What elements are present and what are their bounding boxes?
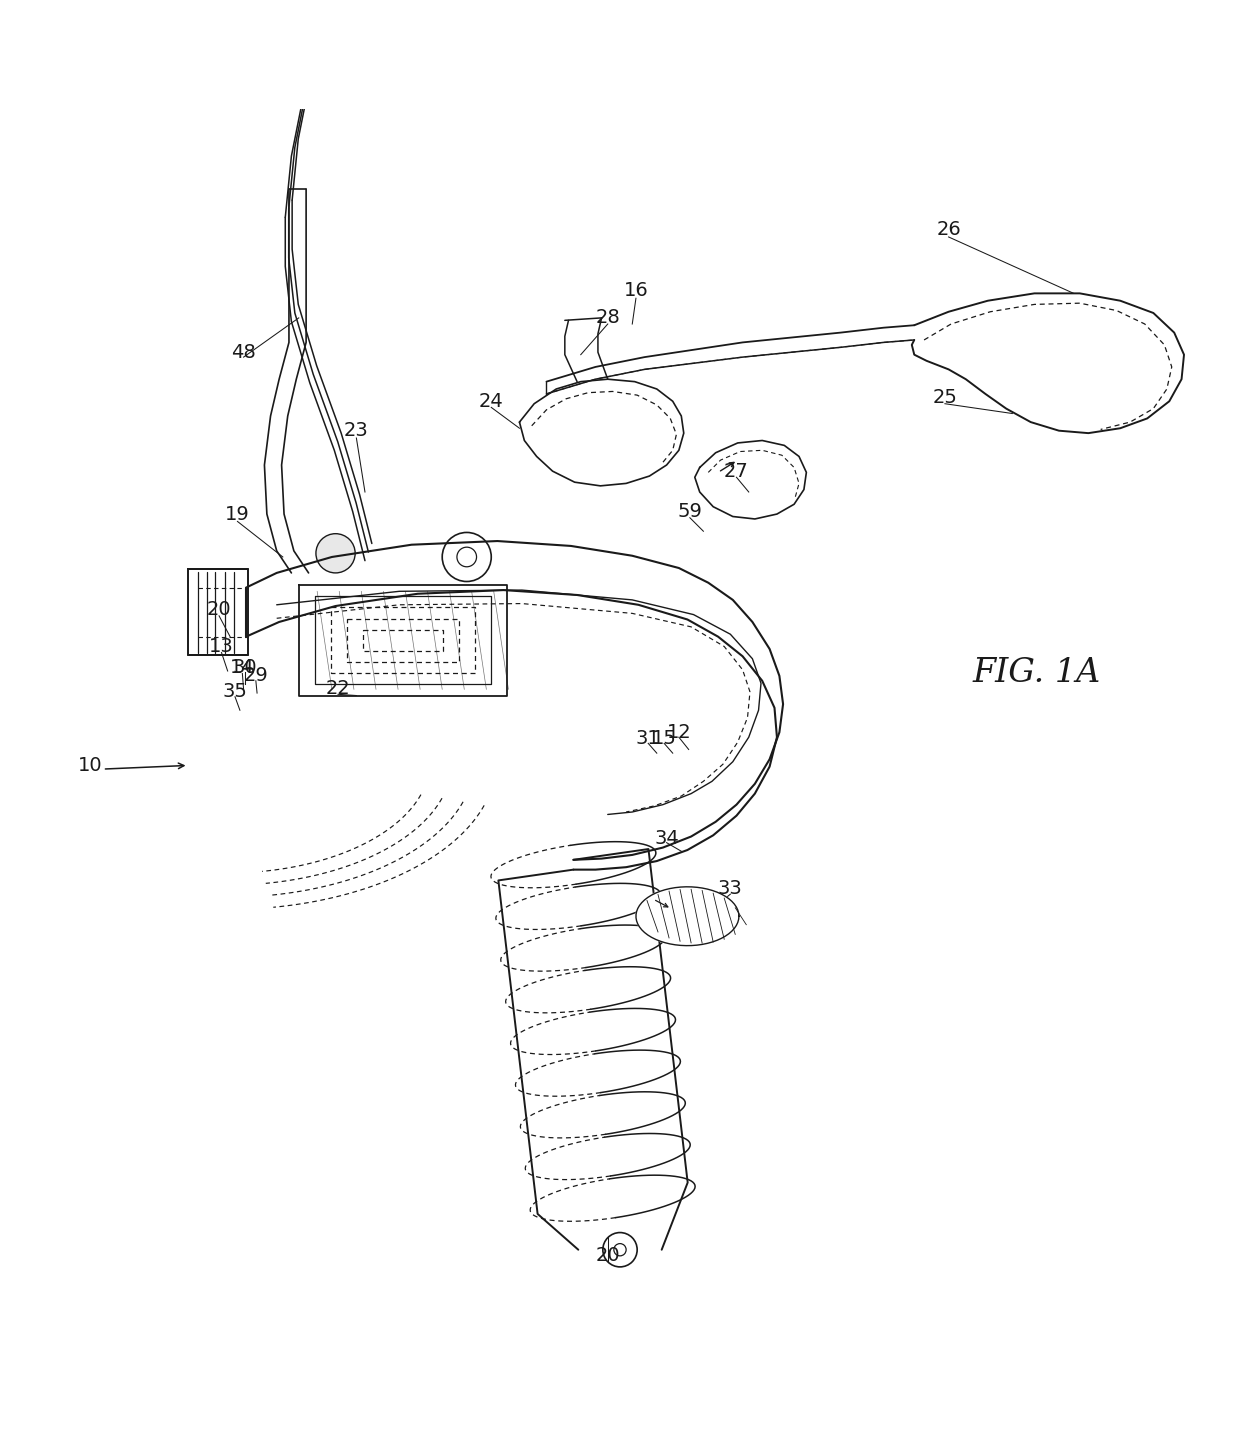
Text: 28: 28 — [595, 308, 620, 328]
Text: 35: 35 — [222, 682, 248, 701]
Text: 19: 19 — [226, 504, 249, 523]
Text: 29: 29 — [243, 666, 268, 685]
Polygon shape — [636, 887, 739, 945]
Text: 22: 22 — [326, 679, 351, 698]
Circle shape — [316, 533, 355, 572]
Text: 16: 16 — [624, 282, 649, 301]
Text: 27: 27 — [724, 461, 749, 481]
Text: 25: 25 — [932, 389, 957, 407]
Text: 34: 34 — [655, 829, 680, 848]
Text: 48: 48 — [231, 342, 255, 361]
Text: 12: 12 — [666, 722, 691, 741]
Text: 20: 20 — [595, 1247, 620, 1266]
Text: 13: 13 — [210, 637, 234, 656]
Text: 30: 30 — [232, 657, 257, 676]
Text: FIG. 1A: FIG. 1A — [972, 657, 1101, 689]
Text: 26: 26 — [936, 220, 961, 238]
Text: 10: 10 — [78, 756, 103, 775]
Text: 59: 59 — [677, 501, 702, 522]
Text: 20: 20 — [207, 600, 232, 620]
Text: 33: 33 — [718, 879, 743, 897]
Text: 31: 31 — [636, 728, 661, 749]
Text: 15: 15 — [652, 728, 677, 749]
Text: 24: 24 — [479, 392, 503, 410]
Text: 14: 14 — [229, 657, 254, 676]
Text: 23: 23 — [343, 420, 368, 441]
